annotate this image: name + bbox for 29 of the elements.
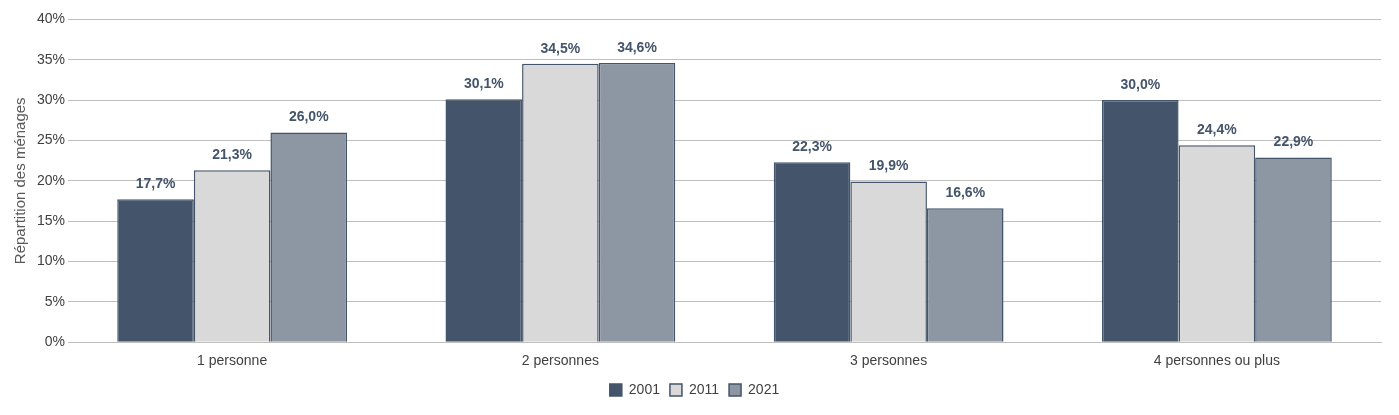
y-tick-label: 5%	[44, 292, 66, 309]
data-label: 22,3%	[792, 138, 833, 155]
data-label: 21,3%	[212, 146, 253, 163]
data-label: 17,7%	[135, 175, 176, 192]
y-tick-label: 40%	[36, 10, 66, 27]
y-tick-label: 10%	[36, 252, 66, 269]
y-tick-label: 0%	[44, 333, 66, 350]
legend-label: 2001	[628, 380, 661, 397]
y-axis-title: Répartition des ménages	[11, 97, 29, 265]
data-label: 30,0%	[1120, 75, 1161, 92]
x-tick-label: 2 personnes	[521, 352, 599, 369]
x-tick-label: 3 personnes	[850, 352, 928, 369]
y-tick-label: 15%	[36, 212, 66, 229]
legend-label: 2011	[688, 380, 720, 397]
y-tick-label: 35%	[36, 50, 66, 67]
data-label: 34,6%	[617, 38, 658, 55]
data-label: 30,1%	[463, 75, 505, 92]
x-tick-label: 1 personne	[197, 352, 268, 369]
y-tick-label: 30%	[36, 90, 66, 107]
data-label: 19,9%	[868, 157, 910, 174]
data-label: 34,5%	[540, 39, 581, 56]
y-tick-label: 20%	[36, 171, 66, 188]
data-label: 26,0%	[288, 108, 330, 125]
data-label: 16,6%	[945, 184, 986, 201]
data-label: 22,9%	[1273, 133, 1314, 150]
x-tick-label: 4 personnes ou plus	[1153, 352, 1280, 369]
legend-label: 2021	[748, 380, 780, 397]
data-label: 24,4%	[1197, 121, 1238, 138]
y-tick-label: 25%	[36, 131, 66, 148]
